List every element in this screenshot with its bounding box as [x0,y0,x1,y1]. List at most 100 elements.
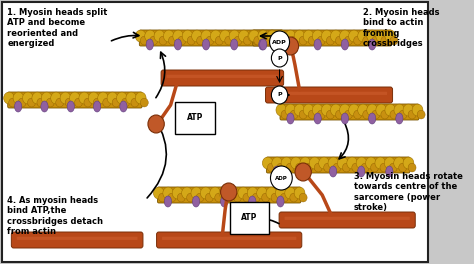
Circle shape [339,104,350,116]
Circle shape [196,193,204,202]
Circle shape [263,36,271,45]
Circle shape [345,110,353,119]
Circle shape [314,163,322,172]
Circle shape [324,163,332,172]
Ellipse shape [146,39,154,50]
Circle shape [390,110,398,119]
Circle shape [336,110,344,119]
Circle shape [281,193,288,202]
Circle shape [330,104,341,116]
Ellipse shape [357,166,365,177]
Circle shape [390,36,398,45]
Circle shape [380,163,388,172]
Text: ADP: ADP [275,176,288,181]
Circle shape [248,30,259,42]
Circle shape [131,98,139,107]
Circle shape [290,193,298,202]
Circle shape [394,157,404,169]
Circle shape [244,36,251,45]
Circle shape [385,30,396,42]
Circle shape [267,163,275,172]
Circle shape [354,36,362,45]
Circle shape [163,187,173,199]
Circle shape [220,183,237,201]
Circle shape [243,193,251,202]
Ellipse shape [259,39,266,50]
Circle shape [154,187,164,199]
Circle shape [403,157,414,169]
Circle shape [372,36,380,45]
Circle shape [342,163,350,172]
FancyBboxPatch shape [157,187,301,203]
Ellipse shape [15,101,22,112]
Circle shape [172,187,183,199]
Circle shape [347,157,357,169]
Circle shape [135,30,146,42]
Circle shape [234,36,242,45]
Circle shape [60,92,71,104]
Circle shape [308,110,316,119]
Ellipse shape [277,196,284,207]
Circle shape [168,36,176,45]
Ellipse shape [329,166,337,177]
Ellipse shape [341,113,348,124]
Circle shape [317,110,325,119]
Circle shape [272,86,288,104]
Circle shape [376,30,387,42]
Circle shape [182,30,193,42]
FancyBboxPatch shape [8,92,142,108]
Circle shape [159,36,167,45]
Circle shape [372,110,380,119]
Circle shape [328,157,339,169]
Circle shape [168,193,176,202]
Circle shape [312,30,323,42]
Circle shape [258,30,269,42]
Circle shape [224,193,232,202]
Circle shape [285,104,296,116]
Circle shape [294,104,305,116]
Circle shape [13,92,24,104]
Circle shape [317,36,325,45]
Circle shape [399,110,407,119]
Circle shape [321,30,332,42]
Text: P: P [277,55,282,60]
Circle shape [173,30,183,42]
Ellipse shape [230,39,238,50]
Circle shape [103,98,110,107]
Circle shape [229,30,240,42]
Circle shape [177,193,185,202]
Circle shape [74,98,82,107]
Circle shape [294,30,305,42]
FancyBboxPatch shape [271,92,387,95]
Text: 4. As myosin heads
bind ATP,the
crossbridges detach
from actin: 4. As myosin heads bind ATP,the crossbri… [7,196,103,236]
Circle shape [305,163,313,172]
Circle shape [79,92,90,104]
Circle shape [9,98,17,107]
Circle shape [272,49,288,67]
Ellipse shape [93,101,101,112]
Circle shape [295,163,311,181]
Circle shape [107,92,118,104]
Circle shape [267,30,278,42]
FancyBboxPatch shape [280,104,419,120]
Circle shape [277,163,285,172]
Text: P: P [277,92,282,97]
Circle shape [285,30,296,42]
Circle shape [384,157,395,169]
Circle shape [225,36,233,45]
Circle shape [339,30,350,42]
Circle shape [88,92,99,104]
Circle shape [263,157,273,169]
Circle shape [375,157,386,169]
Circle shape [337,157,348,169]
Circle shape [348,104,359,116]
Circle shape [271,193,279,202]
Circle shape [358,30,368,42]
Circle shape [187,36,195,45]
Circle shape [112,98,120,107]
Circle shape [319,157,329,169]
Circle shape [270,31,290,53]
FancyBboxPatch shape [162,237,296,240]
Circle shape [201,30,212,42]
Ellipse shape [220,196,228,207]
